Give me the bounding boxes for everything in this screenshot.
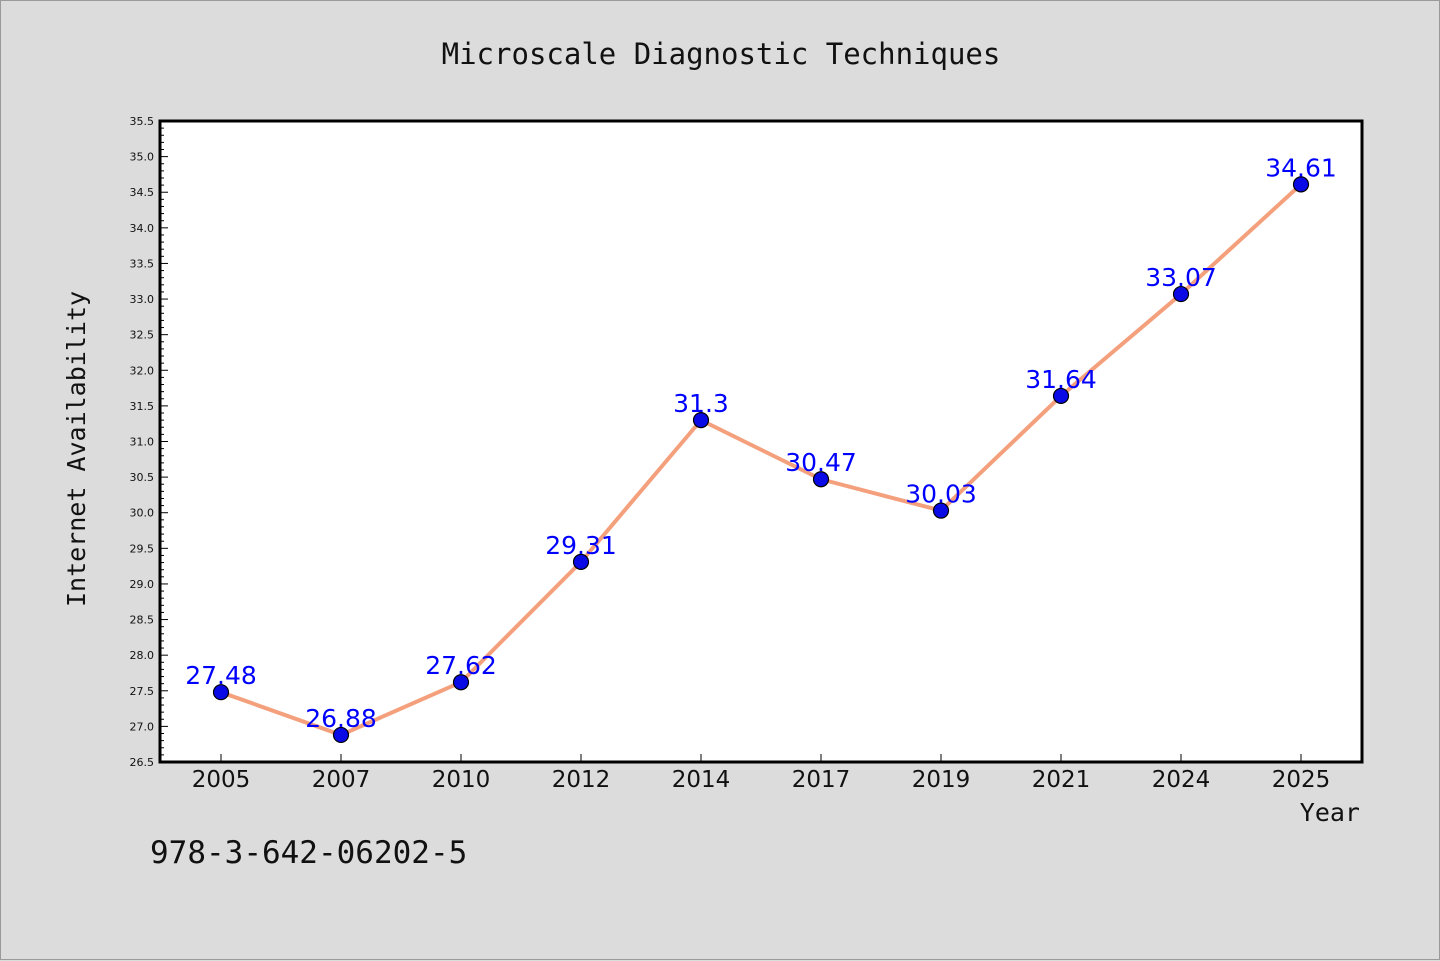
data-point bbox=[572, 553, 590, 570]
x-tick-label: 2005 bbox=[192, 767, 251, 793]
data-label: 27.48 bbox=[185, 661, 257, 690]
x-axis-label: Year bbox=[1300, 798, 1360, 827]
y-tick-label: 35.0 bbox=[130, 151, 155, 164]
data-point bbox=[332, 726, 350, 744]
y-tick-label: 31.0 bbox=[130, 436, 155, 449]
data-label: 30.03 bbox=[905, 480, 977, 509]
data-point bbox=[212, 684, 230, 701]
y-tick-label: 30.0 bbox=[130, 507, 155, 520]
y-tick-label: 35.5 bbox=[130, 115, 155, 128]
data-point bbox=[932, 502, 950, 519]
data-label: 33.07 bbox=[1145, 263, 1217, 292]
data-label: 31.64 bbox=[1025, 365, 1097, 394]
x-tick-label: 2019 bbox=[912, 767, 971, 793]
data-label: 30.47 bbox=[785, 448, 857, 477]
data-point bbox=[452, 674, 470, 691]
y-tick-label: 27.5 bbox=[130, 685, 155, 698]
y-tick-label: 28.5 bbox=[130, 614, 155, 627]
y-tick-label: 33.5 bbox=[130, 257, 155, 270]
plot-area bbox=[158, 119, 1364, 764]
data-label: 31.3 bbox=[673, 389, 729, 418]
y-tick-label: 34.0 bbox=[130, 222, 155, 235]
y-tick-label: 29.5 bbox=[130, 542, 155, 555]
x-tick-label: 2012 bbox=[552, 767, 611, 793]
data-label: 34.61 bbox=[1265, 153, 1337, 182]
y-tick-label: 33.0 bbox=[130, 293, 155, 306]
y-tick-label: 31.5 bbox=[130, 400, 155, 413]
series-line bbox=[219, 182, 1303, 737]
series-layer: 27.48 26.88 27.62 29.31 31.3 30.47 30.03 31.64 3… bbox=[185, 153, 1337, 744]
data-label: 27.62 bbox=[425, 651, 497, 680]
y-tick-label: 32.5 bbox=[130, 329, 155, 342]
y-tick-label: 28.0 bbox=[130, 649, 155, 662]
y-tick-label: 26.5 bbox=[130, 756, 155, 769]
x-tick-label: 2010 bbox=[432, 767, 491, 793]
y-tick-label: 27.0 bbox=[130, 720, 155, 733]
y-tick-label: 29.0 bbox=[130, 578, 155, 591]
data-point bbox=[1292, 176, 1310, 193]
data-label: 26.88 bbox=[305, 704, 377, 733]
isbn-text: 978-3-642-06202-5 bbox=[150, 835, 468, 871]
x-axis: 2005 2007 2010 2012 2014 2017 2019 2021 2024 2025 bbox=[192, 754, 1331, 793]
data-point bbox=[692, 412, 710, 429]
y-tick-label: 34.5 bbox=[130, 186, 155, 199]
data-point bbox=[1052, 387, 1070, 405]
y-tick-label: 32.0 bbox=[130, 364, 155, 377]
x-tick-label: 2024 bbox=[1152, 767, 1211, 793]
x-tick-label: 2014 bbox=[672, 767, 731, 793]
y-axis-label: Internet Availability bbox=[62, 291, 91, 607]
data-label: 29.31 bbox=[545, 531, 617, 560]
x-tick-label: 2017 bbox=[792, 767, 851, 793]
chart-title: Microscale Diagnostic Techniques bbox=[442, 37, 1001, 71]
x-tick-label: 2007 bbox=[312, 767, 371, 793]
y-axis: 26.5 27.0 27.5 28.0 28.5 29.0 29.5 30.0 30.5 31.0… bbox=[130, 115, 168, 769]
x-tick-label: 2025 bbox=[1272, 767, 1331, 793]
x-tick-label: 2021 bbox=[1032, 767, 1091, 793]
data-point bbox=[812, 471, 830, 488]
y-tick-label: 30.5 bbox=[130, 471, 155, 484]
data-point bbox=[1172, 285, 1190, 303]
